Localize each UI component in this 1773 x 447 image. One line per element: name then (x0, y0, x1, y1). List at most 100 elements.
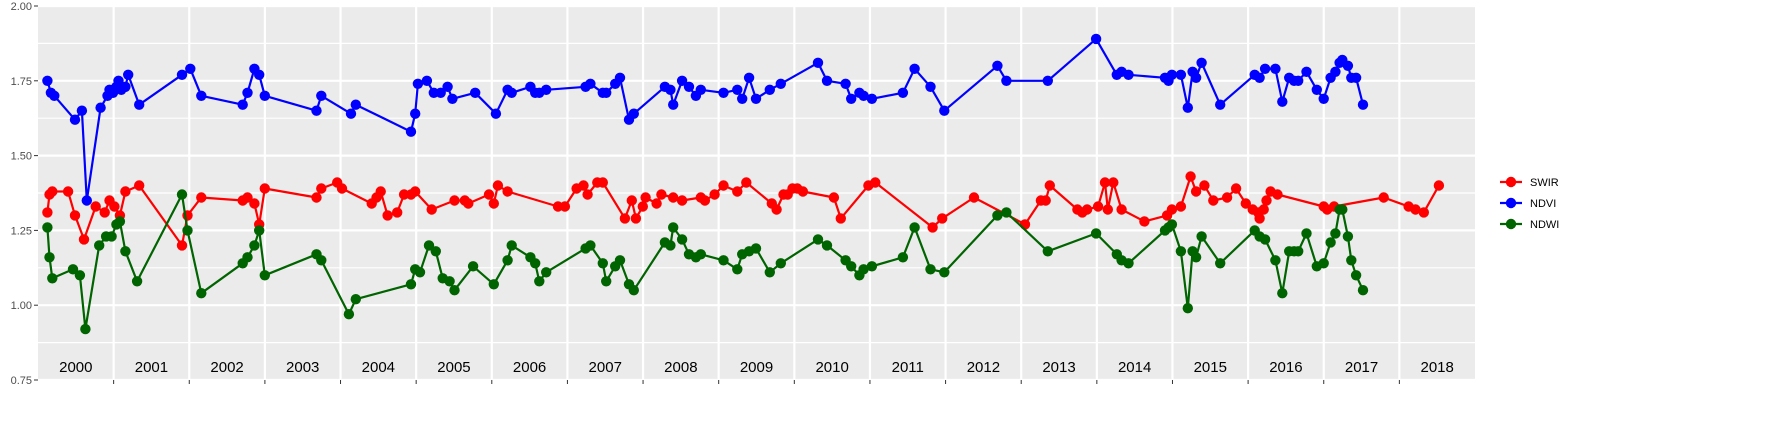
data-point-ndwi (939, 267, 950, 278)
data-point-swir (1019, 219, 1031, 230)
data-point-ndvi (76, 105, 88, 116)
data-point-swir (259, 183, 270, 194)
year-label: 2011 (892, 359, 924, 376)
data-point-ndwi (846, 261, 857, 272)
data-point-ndvi (1175, 69, 1187, 81)
data-point-ndvi (846, 93, 857, 105)
data-point-swir (134, 180, 145, 191)
data-point-swir (771, 204, 782, 215)
data-point-swir (69, 210, 81, 221)
data-point-ndvi (49, 90, 60, 102)
data-point-ndwi (1001, 207, 1012, 218)
data-point-swir (1418, 207, 1430, 218)
data-point-swir (42, 207, 53, 218)
data-point-ndwi (449, 285, 460, 296)
data-point-ndvi (732, 84, 743, 96)
data-point-ndwi (1215, 258, 1226, 269)
data-point-ndwi (585, 240, 596, 251)
data-point-ndvi (1215, 99, 1226, 110)
data-point-swir (1410, 204, 1421, 215)
data-point-ndvi (1182, 102, 1194, 113)
data-point-ndvi (1350, 72, 1362, 84)
data-point-ndwi (405, 279, 417, 290)
data-point-swir (1433, 180, 1445, 191)
data-point-swir (1272, 189, 1283, 200)
data-point-ndvi (405, 126, 417, 137)
data-point-ndwi (254, 225, 265, 236)
data-point-ndvi (1259, 63, 1271, 74)
data-point-swir (1102, 204, 1114, 215)
data-point-ndwi (350, 294, 361, 305)
data-point-ndvi (1123, 69, 1134, 81)
legend-key-dot (1505, 218, 1517, 230)
data-point-swir (699, 195, 711, 206)
data-point-ndwi (812, 234, 824, 245)
legend: SWIR NDVI NDWI (1500, 176, 1559, 231)
data-point-swir (1099, 177, 1111, 188)
data-point-ndvi (541, 84, 552, 96)
data-point-swir (718, 180, 729, 191)
data-point-swir (1254, 213, 1265, 224)
data-point-swir (336, 183, 348, 194)
data-point-ndvi (1293, 75, 1304, 87)
year-label: 2012 (967, 359, 1000, 376)
data-point-ndwi (42, 222, 53, 233)
data-point-swir (242, 192, 253, 203)
y-tick-label: 0.75 (11, 375, 32, 387)
data-point-ndwi (1318, 258, 1329, 269)
data-point-ndwi (1042, 246, 1054, 257)
data-point-ndwi (1293, 246, 1304, 257)
year-label: 2006 (513, 359, 546, 376)
data-point-ndvi (176, 69, 188, 81)
data-point-swir (1081, 204, 1093, 215)
data-point-ndwi (1346, 255, 1357, 266)
data-point-ndvi (1196, 57, 1207, 68)
data-point-ndwi (423, 240, 435, 251)
data-point-ndwi (676, 234, 688, 245)
data-point-ndvi (1001, 75, 1012, 87)
data-point-ndwi (430, 246, 441, 257)
data-point-ndvi (470, 87, 481, 99)
data-point-swir (1044, 180, 1056, 191)
data-point-swir (797, 186, 809, 197)
data-point-ndvi (858, 90, 869, 102)
data-point-ndwi (1182, 303, 1194, 314)
data-point-ndwi (80, 323, 91, 335)
grid-lines (38, 4, 1475, 382)
y-tick-label: 1.75 (11, 76, 32, 88)
data-point-ndwi (444, 276, 455, 287)
data-point-swir (109, 201, 120, 212)
data-point-ndvi (1190, 72, 1202, 84)
data-point-ndvi (123, 69, 134, 81)
data-point-swir (1040, 195, 1051, 206)
year-label: 2015 (1194, 359, 1227, 376)
data-point-ndwi (764, 267, 775, 278)
data-point-ndvi (259, 90, 270, 102)
data-point-ndwi (1277, 288, 1288, 299)
data-point-swir (449, 195, 460, 206)
data-point-ndwi (94, 240, 105, 251)
data-point-swir (90, 201, 101, 212)
data-point-swir (676, 195, 688, 206)
data-point-ndvi (1357, 99, 1369, 110)
data-point-ndwi (1357, 285, 1369, 296)
data-point-swir (1092, 201, 1104, 212)
data-point-ndvi (447, 93, 458, 105)
data-point-swir (1199, 180, 1210, 191)
data-point-ndvi (1330, 66, 1341, 78)
data-point-swir (488, 198, 499, 209)
data-point-ndwi (1330, 228, 1341, 239)
y-tick-label: 1.50 (11, 151, 32, 163)
data-point-ndvi (925, 81, 936, 93)
legend-label: NDVI (1530, 198, 1556, 210)
data-point-swir (483, 189, 495, 200)
data-point-ndvi (764, 84, 775, 96)
data-point-swir (120, 186, 131, 197)
data-point-ndvi (601, 87, 612, 99)
year-label: 2016 (1269, 359, 1302, 376)
data-point-ndvi (120, 81, 131, 93)
year-label: 2005 (437, 359, 470, 376)
data-point-ndvi (665, 84, 676, 96)
data-point-ndwi (182, 225, 193, 236)
